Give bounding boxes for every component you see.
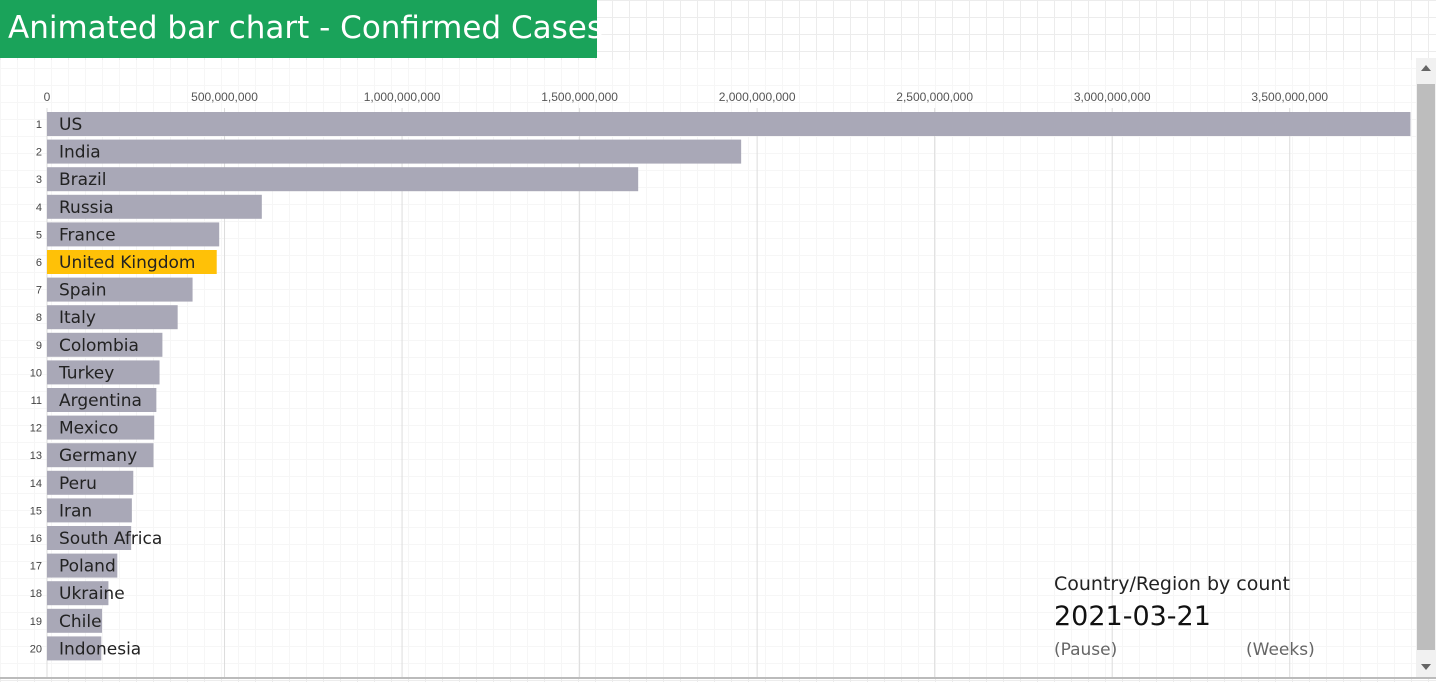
weeks-button[interactable]: (Weeks): [1246, 640, 1315, 660]
x-tick-label: 3,000,000,000: [1074, 90, 1151, 104]
bar-chart: 0 500,000,000 1,000,000,000 1,500,000,000 2,…: [30, 90, 1411, 677]
bar-label: Ukraine: [59, 584, 125, 604]
info-box: Country/Region by count 2021-03-21 (Paus…: [1054, 573, 1384, 664]
bar-label: US: [59, 115, 82, 135]
bar: [47, 553, 118, 578]
rank-label: 16: [30, 533, 42, 545]
rank-label: 3: [36, 174, 42, 186]
x-tick-label: 1,500,000,000: [541, 90, 618, 104]
x-tick-label: 500,000,000: [191, 90, 258, 104]
bar: [47, 194, 262, 219]
rank-label: 1: [36, 119, 42, 131]
bar: [47, 277, 193, 302]
bar: [47, 470, 134, 495]
bar: [47, 608, 103, 633]
bar: [47, 636, 102, 661]
scroll-thumb[interactable]: [1417, 84, 1435, 650]
rank-label: 12: [30, 423, 42, 435]
rank-label: 18: [30, 588, 42, 600]
bar-label: France: [59, 225, 116, 245]
rank-label: 19: [30, 616, 42, 628]
rank-label: 2: [36, 147, 42, 159]
bar: [47, 139, 742, 164]
bar: [47, 167, 639, 192]
x-axis-ticks: 0 500,000,000 1,000,000,000 1,500,000,000 2,…: [44, 90, 1329, 104]
bar-label: Iran: [59, 501, 92, 521]
page-title: Animated bar chart - Confirmed Cases: [0, 0, 603, 58]
bar-label: Chile: [59, 612, 102, 632]
bar-label: United Kingdom: [59, 253, 195, 273]
bar: [47, 112, 1411, 136]
bar: [47, 498, 132, 523]
x-tick-label: 2,500,000,000: [896, 90, 973, 104]
bar-label: Italy: [59, 308, 96, 328]
bar: [47, 332, 163, 357]
bottom-border: [0, 677, 1436, 679]
x-tick-label: 2,000,000,000: [719, 90, 796, 104]
bar-label: Poland: [59, 557, 116, 577]
rank-label: 13: [30, 450, 42, 462]
rank-label: 5: [36, 229, 42, 241]
bars: 1 US 2 India 3 Brazil 4 Russia 5 France 6 United Ki…: [30, 112, 1411, 661]
bar: [47, 388, 157, 412]
x-tick-label: 3,500,000,000: [1251, 90, 1328, 104]
rank-label: 8: [36, 312, 42, 324]
bar: [47, 250, 217, 274]
bar: [47, 415, 155, 440]
rank-label: 17: [30, 561, 42, 573]
bar: [47, 360, 160, 385]
pause-button[interactable]: (Pause): [1054, 640, 1118, 660]
chart-panel: 0 500,000,000 1,000,000,000 1,500,000,000 2,…: [0, 60, 1416, 677]
rank-label: 6: [36, 257, 42, 269]
bar-label: Indonesia: [59, 639, 141, 659]
rank-label: 14: [30, 478, 42, 490]
bar-label: Russia: [59, 198, 114, 218]
bar-label: Spain: [59, 281, 107, 301]
bar-label: Colombia: [59, 336, 139, 356]
bar-label: Germany: [59, 446, 137, 466]
current-date: 2021-03-21: [1054, 601, 1211, 632]
bar: [47, 305, 178, 330]
bar: [47, 581, 109, 606]
x-tick-label: 0: [44, 90, 51, 104]
bar-label: South Africa: [59, 529, 162, 549]
rank-label: 9: [36, 340, 42, 352]
rank-label: 20: [30, 643, 42, 655]
bar-label: Argentina: [59, 391, 142, 411]
x-tick-label: 1,000,000,000: [364, 90, 441, 104]
bar-label: Brazil: [59, 170, 106, 190]
bar-label: Turkey: [58, 363, 114, 383]
info-caption: Country/Region by count: [1054, 573, 1290, 595]
bar: [47, 443, 154, 468]
rank-label: 15: [30, 505, 42, 517]
rank-label: 10: [30, 367, 42, 379]
vertical-scrollbar[interactable]: [1416, 58, 1436, 677]
playback-controls: (Pause) (Weeks): [1054, 640, 1384, 664]
bar: [47, 526, 132, 550]
rank-label: 4: [36, 202, 42, 214]
bar: [47, 222, 220, 247]
rank-label: 7: [36, 285, 42, 297]
bar-label: Peru: [59, 474, 97, 494]
bar-label: India: [59, 143, 101, 163]
scroll-down-icon[interactable]: [1416, 657, 1436, 677]
bar-label: Mexico: [59, 419, 118, 439]
rank-label: 11: [31, 395, 42, 407]
scroll-up-icon[interactable]: [1416, 58, 1436, 78]
